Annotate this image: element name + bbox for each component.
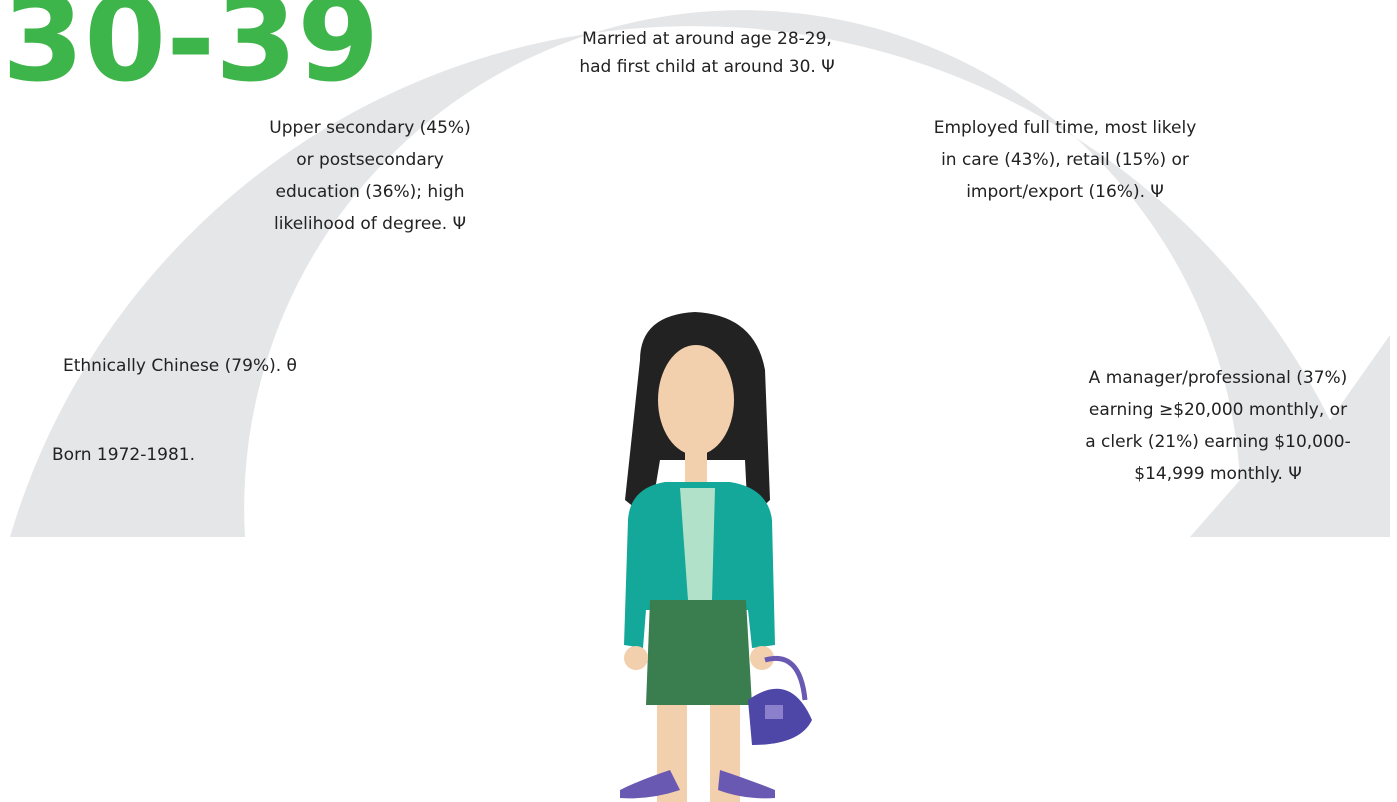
note-line: import/export (16%). Ψ [966, 182, 1164, 202]
note-line: earning ≥$20,000 monthly, or [1089, 400, 1347, 420]
note-line: A manager/professional (37%) [1089, 368, 1348, 388]
note-line: education (36%); high [275, 182, 464, 202]
infographic: 30-39 Married at around age 28-29, had fi… [0, 0, 1397, 802]
note-line: likelihood of degree. Ψ [274, 214, 466, 234]
note-line: a clerk (21%) earning $10,000- [1085, 432, 1351, 452]
note-line: Born 1972-1981. [52, 445, 195, 465]
note-line: Employed full time, most likely [934, 118, 1197, 138]
woman [620, 312, 812, 802]
note-line: $14,999 monthly. Ψ [1134, 464, 1301, 484]
note-line: Ethnically Chinese (79%). θ [63, 356, 297, 376]
note-line: had first child at around 30. Ψ [579, 57, 834, 77]
note-line: Upper secondary (45%) [269, 118, 470, 138]
note-line: in care (43%), retail (15%) or [941, 150, 1189, 170]
title: 30-39 [2, 0, 379, 108]
note-line: or postsecondary [296, 150, 444, 170]
note-line: Married at around age 28-29, [582, 29, 832, 49]
